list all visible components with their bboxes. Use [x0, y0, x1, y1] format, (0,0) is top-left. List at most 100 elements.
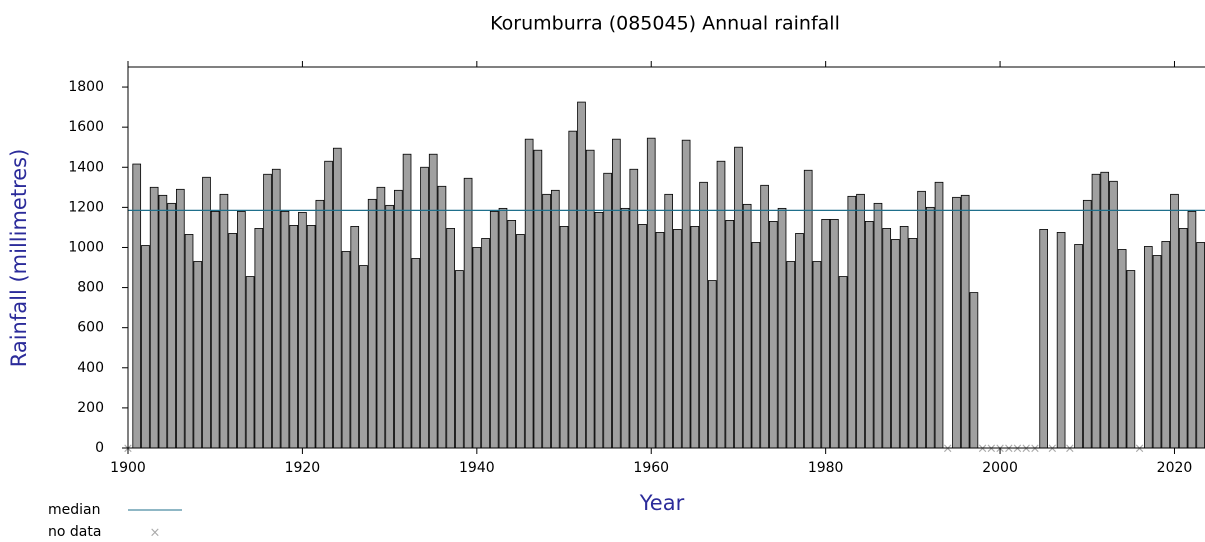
no-data-marker: × — [977, 442, 988, 457]
legend-label: no data — [48, 524, 101, 540]
y-tick-label: 1200 — [68, 199, 104, 215]
x-tick-label: 1900 — [110, 460, 146, 476]
bar — [716, 160, 726, 449]
bar — [472, 247, 482, 449]
no-data-marker: × — [1064, 442, 1075, 457]
bar — [681, 139, 691, 449]
bar — [175, 188, 185, 449]
bar — [271, 168, 281, 449]
bar — [690, 226, 700, 449]
bar — [917, 190, 926, 449]
bar — [925, 206, 935, 449]
bar — [550, 189, 560, 449]
bar — [280, 210, 290, 449]
bar — [786, 261, 796, 449]
bar — [1039, 229, 1048, 449]
bar — [646, 137, 656, 449]
bar — [568, 130, 578, 449]
bar — [202, 176, 211, 449]
bar — [394, 189, 403, 449]
bar — [516, 234, 525, 449]
bar — [141, 245, 150, 449]
y-tick-label: 800 — [77, 280, 104, 296]
bar — [899, 226, 909, 449]
y-tick-label: 200 — [77, 400, 104, 416]
bar — [1117, 249, 1127, 449]
bar — [847, 195, 857, 449]
x-tick-label: 1940 — [459, 460, 495, 476]
bar — [289, 225, 299, 449]
bar — [1161, 241, 1171, 449]
bar — [167, 202, 176, 449]
legend-label: median — [48, 502, 100, 518]
bar — [838, 276, 848, 449]
bar — [620, 207, 630, 449]
x-tick-label: 1960 — [633, 460, 669, 476]
bar — [873, 202, 883, 449]
bar — [725, 220, 735, 449]
bar — [219, 193, 229, 449]
x-tick-label: 1920 — [285, 460, 321, 476]
bar — [420, 166, 429, 449]
bar — [193, 261, 203, 449]
bar — [803, 169, 813, 449]
bar — [751, 242, 761, 449]
bar — [655, 232, 665, 449]
bar — [960, 194, 970, 449]
bar — [559, 226, 569, 449]
legend-marker: × — [150, 526, 161, 541]
bar — [769, 221, 778, 449]
y-tick-label: 400 — [77, 360, 104, 376]
bar — [1091, 173, 1101, 449]
y-axis-label: Rainfall (millimetres) — [7, 149, 31, 368]
bar — [1170, 193, 1179, 449]
bar — [542, 193, 551, 449]
bar — [1100, 171, 1110, 449]
bar — [385, 204, 394, 449]
bar — [210, 210, 220, 449]
bar — [1082, 199, 1092, 449]
bar — [969, 292, 979, 449]
bar — [1178, 228, 1188, 449]
bar — [254, 228, 264, 449]
y-tick-label: 1800 — [68, 79, 104, 95]
bar — [664, 193, 674, 449]
bar — [411, 258, 421, 449]
bar — [341, 251, 351, 449]
bar — [376, 186, 386, 449]
bar — [1109, 180, 1118, 449]
bar — [1143, 246, 1153, 449]
bar — [908, 238, 918, 449]
no-data-marker: × — [1029, 442, 1040, 457]
bar — [507, 220, 517, 449]
bar — [795, 233, 804, 449]
bar — [1196, 242, 1205, 449]
bar — [437, 185, 447, 449]
bar — [359, 265, 368, 449]
bar — [1056, 232, 1066, 449]
bar — [489, 210, 499, 449]
bar — [638, 224, 647, 449]
bar — [1187, 210, 1197, 449]
bar — [463, 177, 473, 449]
x-tick-label: 1980 — [808, 460, 844, 476]
bar — [830, 218, 839, 449]
bar — [864, 221, 874, 449]
bar — [934, 181, 944, 449]
chart-title: Korumburra (085045) Annual rainfall — [490, 13, 840, 35]
bar — [734, 146, 743, 449]
bar — [132, 163, 142, 449]
bar — [742, 203, 752, 449]
bar — [332, 147, 342, 449]
bar — [481, 238, 490, 449]
bar — [315, 199, 325, 449]
bar — [228, 233, 237, 449]
bar — [1074, 244, 1083, 449]
x-axis-label: Year — [639, 491, 685, 515]
x-tick-label: 2020 — [1157, 460, 1193, 476]
no-data-marker: × — [986, 442, 997, 457]
bar — [585, 149, 595, 449]
no-data-marker: × — [942, 442, 953, 457]
bar — [594, 211, 604, 449]
